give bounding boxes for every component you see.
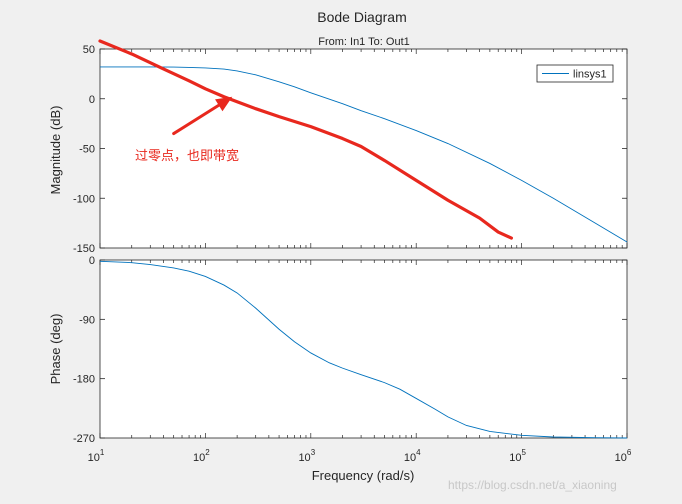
phase-xtick-label: 104 [404, 448, 421, 464]
annotation-arrow [172, 96, 233, 136]
phase-series-line [99, 260, 628, 439]
chart-subtitle: From: In1 To: Out1 [318, 36, 410, 48]
x-axis-label: Frequency (rad/s) [312, 468, 415, 483]
magnitude-ytick-label: 50 [83, 44, 95, 56]
phase-xtick-label: 103 [298, 448, 315, 464]
phase-xtick-label: 101 [88, 448, 105, 464]
magnitude-ylabel: Magnitude (dB) [48, 106, 63, 195]
magnitude-ytick-label: -150 [73, 243, 95, 255]
phase-ytick-label: -90 [79, 314, 95, 326]
magnitude-y-ticks: 50 0 -50 -100 -150 [73, 44, 627, 255]
annotation-text: 过零点，也即带宽 [135, 148, 239, 164]
magnitude-series-line [100, 66, 628, 243]
magnitude-ytick-label: -100 [73, 193, 95, 205]
magnitude-ytick-label: -50 [79, 144, 95, 156]
phase-axes [99, 259, 628, 439]
annotation-hand-drawn-line [98, 39, 513, 240]
phase-ytick-label: -180 [73, 374, 95, 386]
phase-xtick-label: 106 [615, 448, 632, 464]
watermark: https://blog.csdn.net/a_xiaoning [448, 478, 617, 492]
phase-ylabel: Phase (deg) [48, 314, 63, 385]
phase-ytick-label: -270 [73, 433, 95, 445]
legend: linsys1 [536, 64, 614, 83]
magnitude-x-tickmarks [99, 49, 628, 248]
phase-y-ticks: 0 -90 -180 -270 [73, 255, 627, 445]
chart-title: Bode Diagram [317, 9, 407, 25]
phase-ytick-label: 0 [89, 255, 95, 267]
phase-xtick-label: 102 [193, 448, 210, 464]
legend-label: linsys1 [573, 69, 607, 81]
magnitude-ytick-label: 0 [89, 94, 95, 106]
phase-xtick-label: 105 [509, 448, 526, 464]
